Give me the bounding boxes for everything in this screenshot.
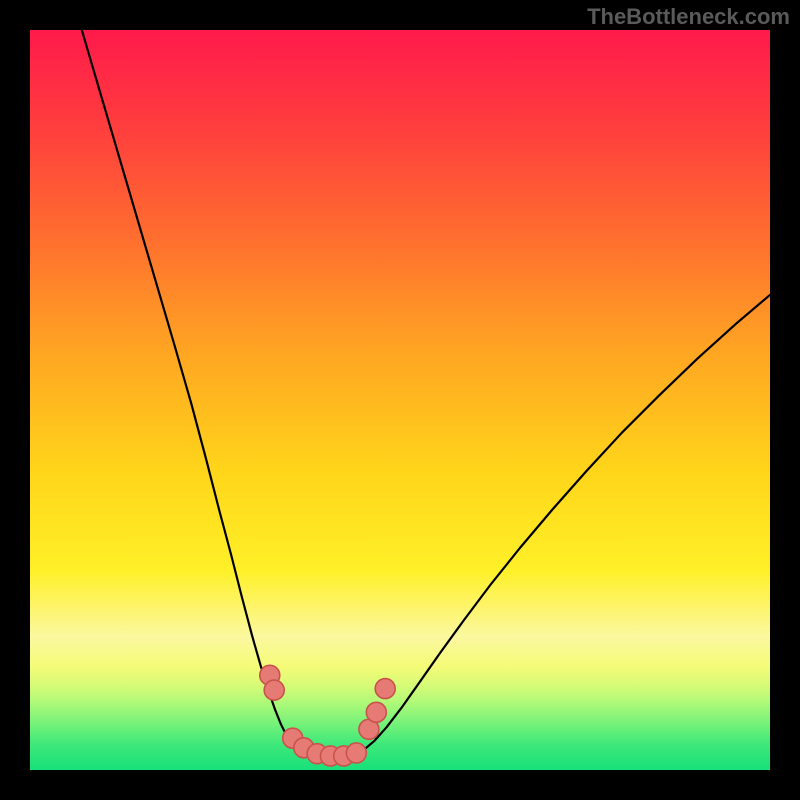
data-marker (264, 680, 284, 700)
plot-background (30, 30, 770, 770)
data-marker (366, 702, 386, 722)
bottleneck-chart (0, 0, 800, 800)
data-marker (375, 679, 395, 699)
chart-container: TheBottleneck.com (0, 0, 800, 800)
watermark-text: TheBottleneck.com (587, 4, 790, 30)
data-marker (346, 743, 366, 763)
